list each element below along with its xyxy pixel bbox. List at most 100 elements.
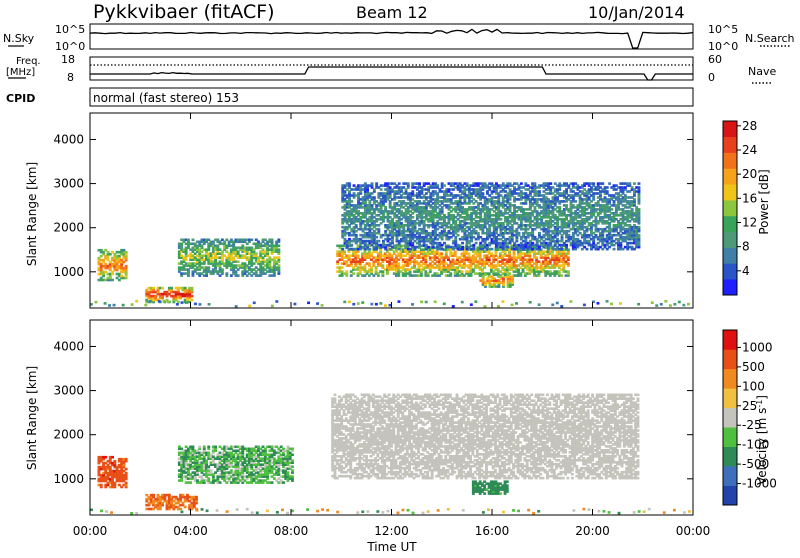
- power-pixel: [628, 182, 631, 185]
- power-pixel: [389, 304, 392, 307]
- power-pixel: [181, 301, 184, 304]
- date-title: 10/Jan/2014: [588, 3, 685, 22]
- power-pixel: [418, 182, 421, 185]
- nsearch-tick-top: 10^5: [708, 23, 738, 36]
- power-pixel: [375, 236, 378, 239]
- power-ylabel: Slant Range [km]: [25, 162, 39, 266]
- power-pixel: [277, 256, 280, 259]
- pow-colorbar-segment: [723, 279, 737, 295]
- power-pixel: [556, 302, 559, 305]
- power-pixel: [569, 300, 572, 303]
- power-pixel: [125, 265, 128, 268]
- power-pixel: [484, 305, 487, 308]
- power-pixel: [398, 248, 401, 251]
- power-pixel: [348, 301, 351, 304]
- power-pixel: [373, 196, 376, 199]
- power-pixel: [277, 248, 280, 251]
- power-pixel: [250, 239, 253, 242]
- power-pixel: [384, 304, 387, 307]
- power-pixel: [277, 239, 280, 242]
- power-pixel: [610, 303, 613, 306]
- power-pixel: [158, 300, 161, 303]
- power-pixel: [655, 304, 658, 307]
- power-pixel: [638, 234, 641, 237]
- power-pixel: [191, 299, 194, 302]
- power-pixel: [678, 301, 681, 304]
- freq-trace: [90, 67, 693, 80]
- pow-ytick-label: 3000: [53, 177, 84, 191]
- power-pixel: [277, 264, 280, 267]
- power-pixel: [357, 254, 360, 257]
- power-pixel: [443, 303, 446, 306]
- power-pixel: [560, 305, 563, 308]
- power-pixel: [538, 246, 541, 249]
- power-pixel: [633, 198, 636, 201]
- power-pixel: [638, 208, 641, 211]
- power-pixel: [565, 204, 568, 207]
- power-pixel: [167, 301, 170, 304]
- power-pixel: [411, 303, 414, 306]
- power-pixel: [534, 182, 537, 185]
- power-pixel: [601, 182, 604, 185]
- power-pixel: [436, 184, 439, 187]
- pow-colorbar-segment: [723, 168, 737, 184]
- power-pixel: [538, 190, 541, 193]
- power-pixel: [192, 239, 195, 242]
- power-pixel: [95, 301, 98, 304]
- power-pixel: [237, 260, 240, 263]
- power-pixel: [660, 303, 663, 306]
- power-pixel: [355, 224, 358, 227]
- power-pixel: [343, 301, 346, 304]
- pow-colorbar-segment: [723, 153, 737, 169]
- power-pixel: [370, 303, 373, 306]
- power-pixel: [608, 182, 611, 185]
- power-pixel: [449, 272, 452, 275]
- power-pixel: [535, 256, 538, 259]
- pow-colorbar-segment: [723, 248, 737, 264]
- power-pixel: [398, 300, 401, 303]
- power-pixel: [125, 251, 128, 254]
- nsearch-tick-bottom: 10^0: [708, 40, 738, 53]
- power-pixel: [529, 301, 532, 304]
- power-pixel: [452, 305, 455, 308]
- power-pixel: [475, 242, 478, 245]
- power-pixel: [619, 302, 622, 305]
- power-pixel: [345, 270, 348, 273]
- power-pixel: [341, 248, 344, 251]
- power-pixel: [558, 206, 561, 209]
- pow-colorbar-segment: [723, 232, 737, 248]
- power-pixel: [253, 302, 256, 305]
- pow-ytick-label: 1000: [53, 265, 84, 279]
- power-pixel: [638, 186, 641, 189]
- power-pixel: [104, 302, 107, 305]
- power-pixels: [90, 182, 690, 307]
- power-pixel: [379, 302, 382, 305]
- power-pixel: [638, 182, 641, 185]
- power-pixel: [271, 239, 274, 242]
- power-pixel: [185, 301, 188, 304]
- power-pixel: [500, 218, 503, 221]
- power-pixel: [221, 268, 224, 271]
- power-pixel: [343, 250, 346, 253]
- power-pixel: [567, 256, 570, 259]
- power-pixel: [144, 304, 147, 307]
- freq-tick-bottom: 8: [67, 71, 74, 84]
- power-pixel: [515, 302, 518, 305]
- power-pixel: [538, 303, 541, 306]
- power-pixel: [420, 301, 423, 304]
- nave-tick-bottom: 0: [708, 71, 715, 84]
- power-pixel: [461, 242, 464, 245]
- power-pixel: [149, 300, 152, 303]
- power-pixel: [161, 287, 164, 290]
- power-pixel: [255, 252, 258, 255]
- beam-title: Beam 12: [356, 3, 428, 22]
- power-pixel: [638, 226, 641, 229]
- power-pixel: [152, 287, 155, 290]
- power-pixel: [427, 246, 430, 249]
- power-pixel: [613, 248, 616, 251]
- power-pixel: [235, 305, 238, 308]
- power-pixel: [411, 190, 414, 193]
- nsky-trace: [90, 29, 693, 48]
- nsky-panel: [90, 24, 693, 49]
